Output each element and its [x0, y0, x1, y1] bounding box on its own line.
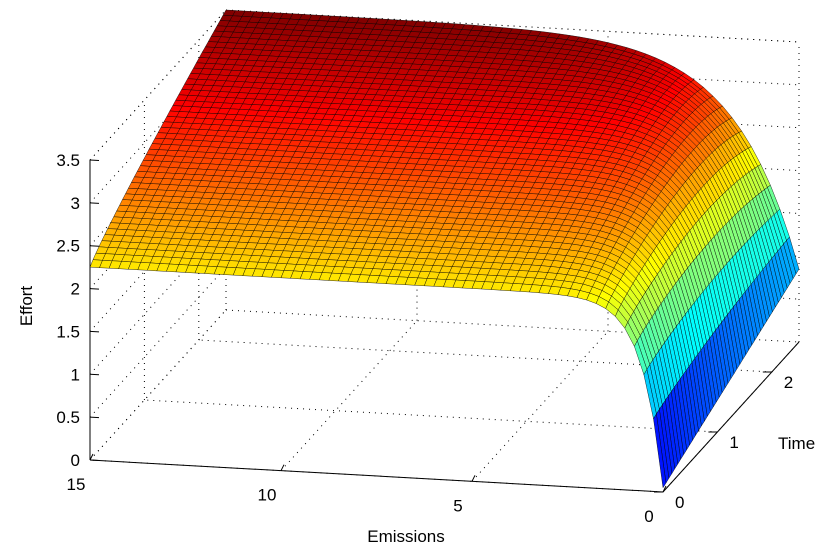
z-tick-label: 2 — [71, 280, 80, 299]
z-tick — [89, 373, 100, 376]
x-axis-title: Emissions — [367, 527, 444, 546]
z-tick — [89, 245, 100, 247]
z-tick-label: 1.5 — [56, 322, 80, 341]
surface-patch — [653, 413, 667, 489]
x-tick — [280, 464, 285, 471]
y-axis-title: Time — [778, 434, 815, 453]
x-tick-label: 15 — [67, 475, 86, 494]
z-tick-label: 0 — [71, 451, 80, 470]
z-tick — [89, 459, 100, 461]
x-tick-label: 0 — [644, 507, 653, 526]
surface-mesh — [89, 9, 800, 489]
z-tick — [89, 202, 100, 204]
y-tick-label: 2 — [784, 373, 793, 392]
grid-line-x-floor — [89, 309, 227, 461]
x-tick — [89, 453, 94, 461]
z-tick — [89, 288, 100, 290]
z-tick-label: 2.5 — [56, 237, 80, 256]
y-tick-label: 1 — [729, 433, 738, 452]
grid-line-y-floor — [144, 399, 718, 433]
z-tick-label: 0.5 — [56, 408, 80, 427]
x-tick-label: 10 — [258, 486, 277, 505]
z-axis-title: Effort — [17, 286, 36, 327]
z-tick-label: 1 — [71, 365, 80, 384]
z-tick — [89, 330, 100, 333]
z-tick — [89, 159, 100, 161]
y-tick-label: 0 — [675, 493, 684, 512]
z-tick-label: 3.5 — [56, 151, 80, 170]
box-edge-top-left — [89, 9, 227, 161]
tick-labels: 0 0.5 1 1.5 2 2.5 3 3.5 0 5 10 15 0 1 2 — [56, 151, 793, 526]
grid-line-x-floor — [471, 330, 609, 482]
x-tick-label: 5 — [453, 496, 462, 515]
x-tick — [471, 475, 476, 482]
x-tick — [662, 485, 667, 493]
grid-line-x-floor — [280, 320, 418, 472]
y-axis-line — [662, 341, 800, 493]
z-tick — [89, 416, 100, 419]
x-axis-line — [89, 459, 664, 493]
axes — [89, 159, 800, 493]
z-tick-label: 3 — [71, 194, 80, 213]
grid-line-z-side — [89, 266, 227, 418]
